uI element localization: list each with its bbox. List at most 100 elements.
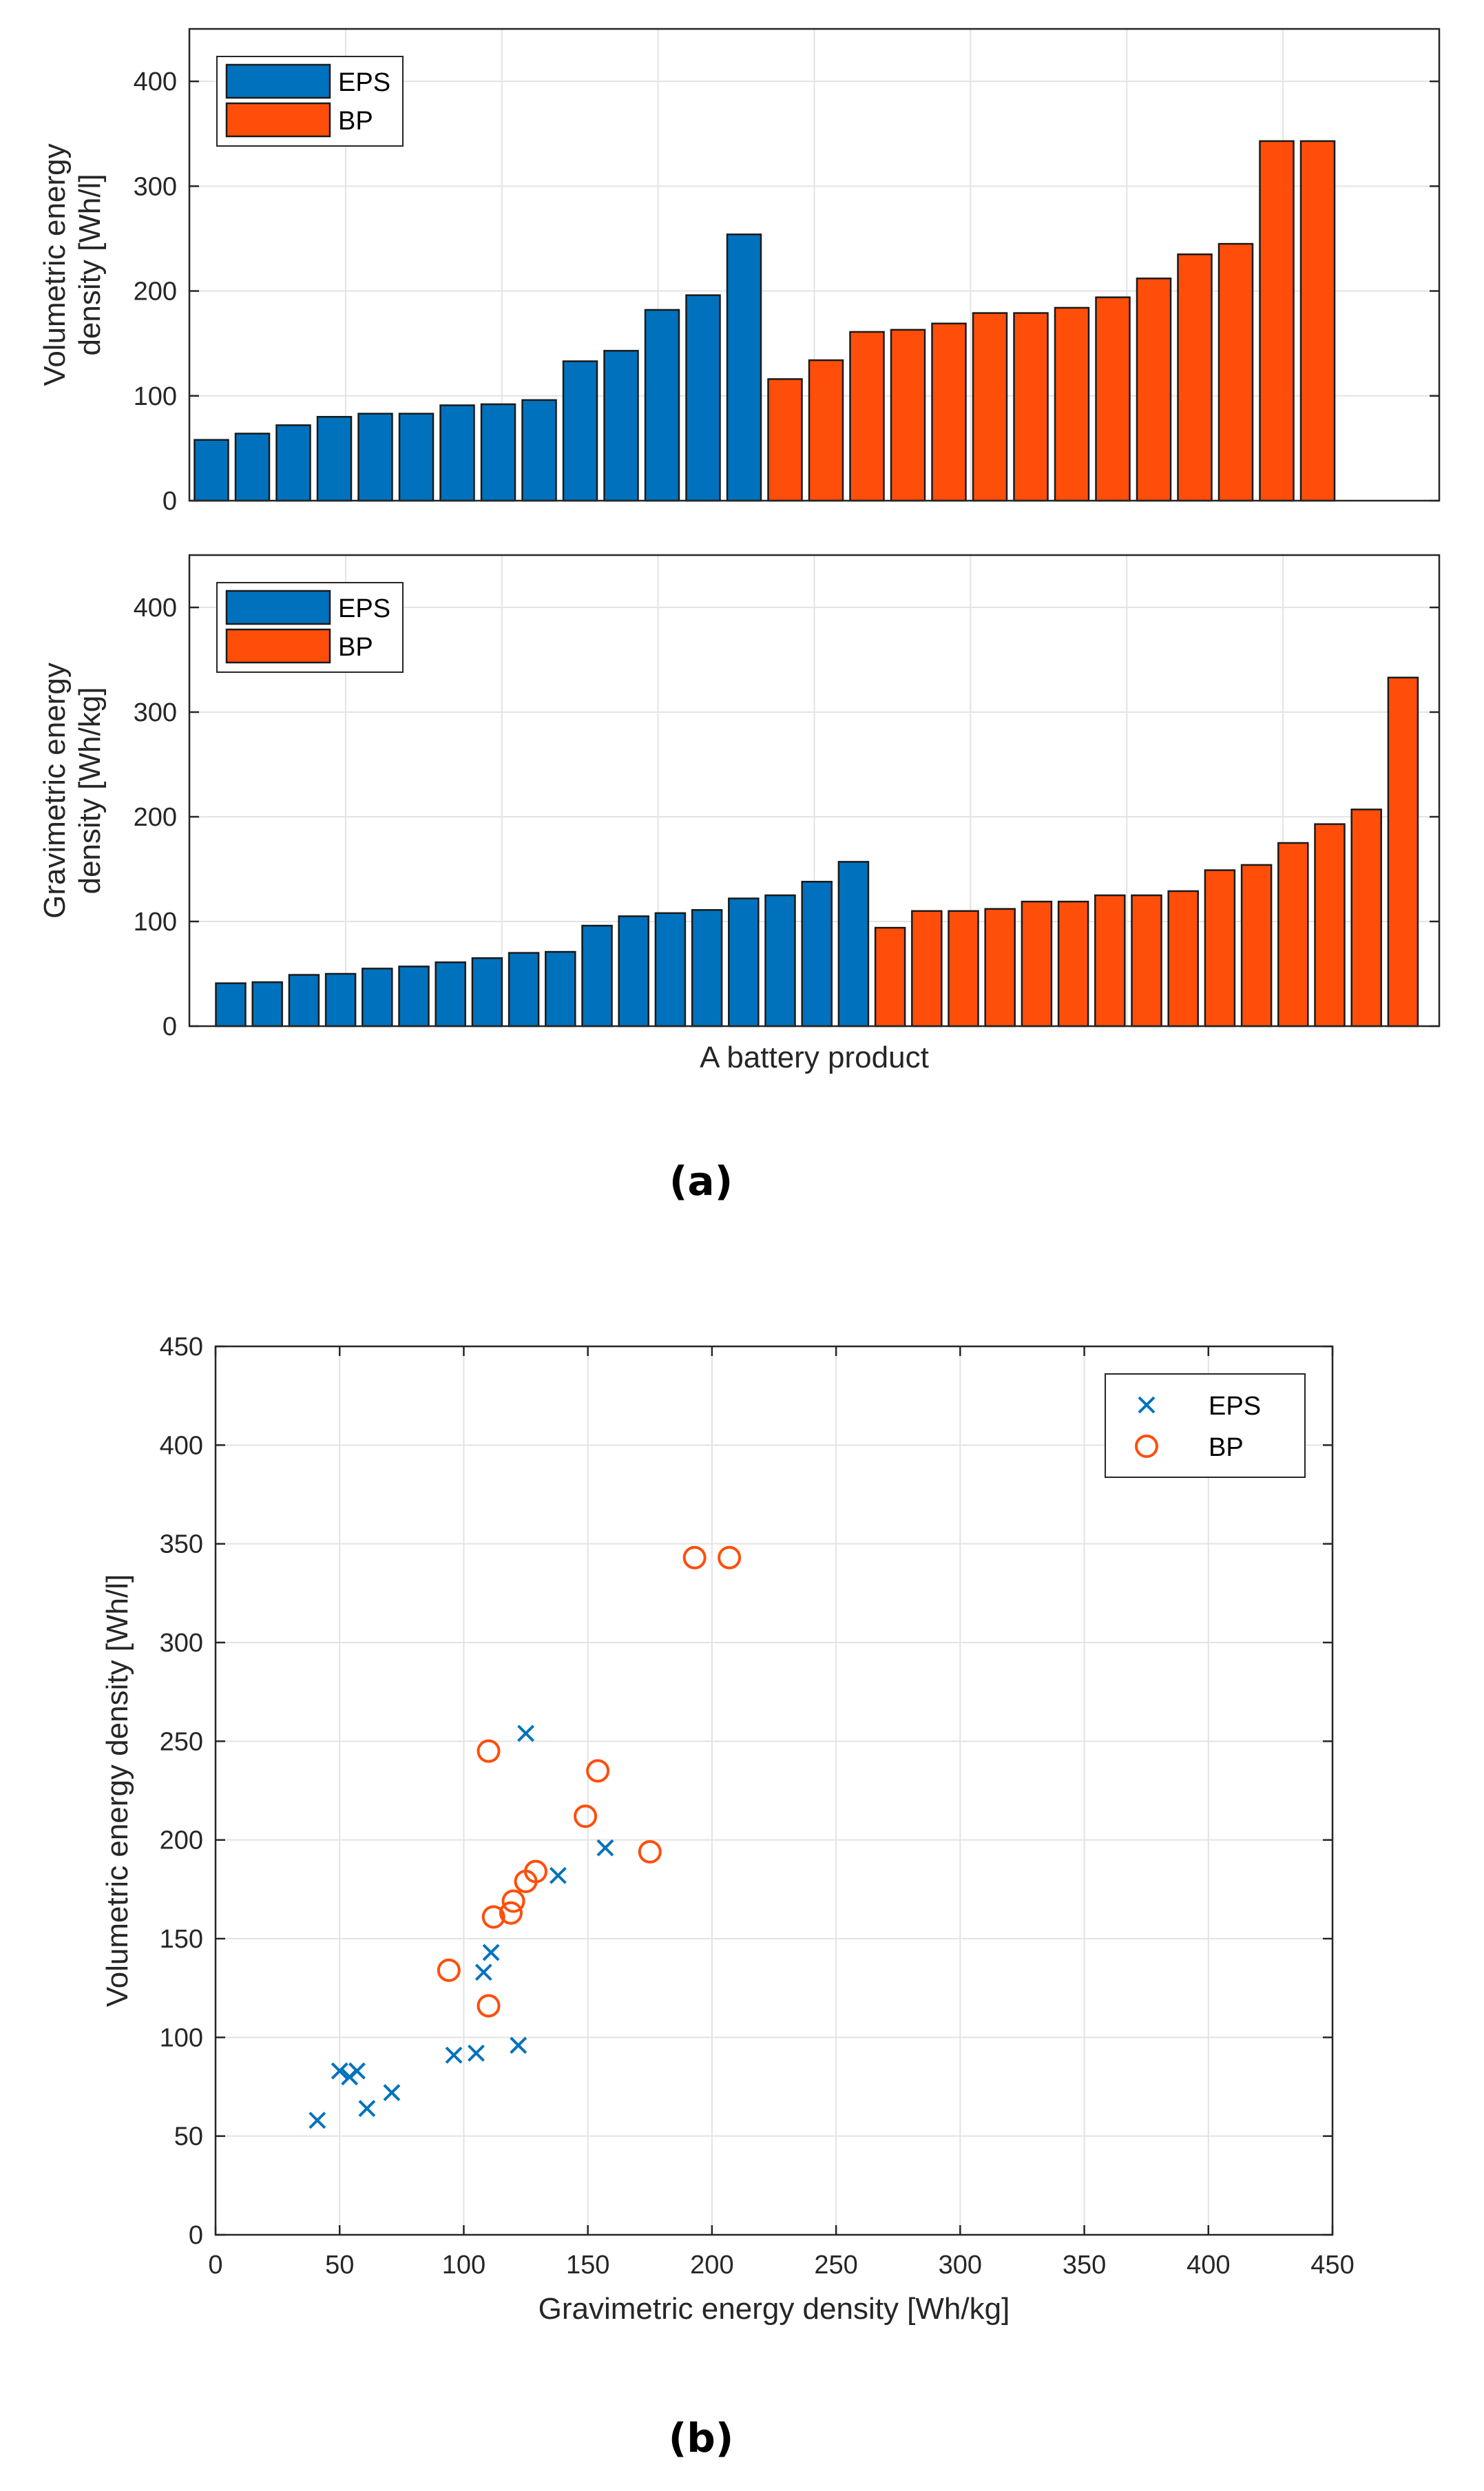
eps-point-stroke bbox=[348, 2062, 366, 2080]
bp-bar bbox=[1094, 894, 1126, 1028]
bp-bar bbox=[1240, 864, 1273, 1028]
eps-legend-stroke bbox=[1138, 1396, 1156, 1414]
scatter-chart: 0 50 100 150 200 250 300 350 400 450 0 50 100 150 200 2… bbox=[101, 1333, 1355, 2326]
bp-bar bbox=[1259, 140, 1295, 502]
bp-point bbox=[437, 1958, 461, 1982]
bp-point bbox=[586, 1759, 610, 1783]
x-axis-label: A battery product bbox=[700, 1041, 929, 1074]
eps-legend-swatch bbox=[225, 63, 331, 99]
bp-bar bbox=[1277, 842, 1309, 1028]
eps-point-stroke bbox=[468, 2044, 485, 2062]
eps-bar bbox=[685, 294, 721, 502]
eps-bar bbox=[603, 350, 639, 502]
y-tick-label: 0 bbox=[189, 2221, 203, 2250]
caption-b: (b) bbox=[669, 2415, 734, 2461]
y-tick-label: 50 bbox=[174, 2123, 203, 2151]
y-tick-label: 400 bbox=[134, 594, 177, 623]
bp-bar bbox=[911, 910, 943, 1028]
eps-bar bbox=[234, 432, 271, 502]
x-tick-label: 300 bbox=[939, 2251, 982, 2280]
bp-bar bbox=[849, 331, 885, 502]
eps-point bbox=[474, 1963, 492, 1981]
eps-point-stroke bbox=[358, 2100, 376, 2117]
y-axis-label: Volumetric energy density [Wh/l] bbox=[101, 1574, 134, 2007]
bp-point bbox=[501, 1889, 525, 1913]
eps-bar bbox=[357, 413, 393, 502]
bp-bar bbox=[1095, 296, 1131, 502]
axes-frame bbox=[188, 554, 1441, 1028]
bp-point bbox=[477, 1739, 501, 1763]
eps-bar bbox=[439, 404, 475, 502]
y-axis-label: density [Wh/l] bbox=[73, 174, 107, 355]
bp-legend-label: BP bbox=[338, 107, 373, 136]
caption-a: (a) bbox=[669, 1158, 733, 1205]
y-tick-label: 300 bbox=[134, 172, 177, 201]
eps-point bbox=[517, 1724, 534, 1742]
y-tick-label: 200 bbox=[134, 803, 177, 832]
bp-point bbox=[477, 1994, 501, 2018]
eps-bar bbox=[435, 961, 466, 1028]
y-tick-label: 0 bbox=[163, 487, 177, 516]
bp-bar bbox=[1217, 242, 1254, 502]
y-tick-label: 200 bbox=[134, 278, 177, 306]
x-tick-label: 450 bbox=[1310, 2251, 1354, 2280]
eps-point bbox=[383, 2084, 401, 2102]
eps-bar bbox=[480, 403, 516, 502]
eps-legend-label: EPS bbox=[1209, 1392, 1261, 1421]
y-tick-label: 350 bbox=[160, 1530, 203, 1559]
eps-point-stroke bbox=[510, 2036, 527, 2054]
bp-bar bbox=[1350, 809, 1382, 1028]
bp-bar bbox=[808, 359, 844, 502]
eps-point bbox=[468, 2044, 485, 2062]
eps-bar bbox=[691, 909, 723, 1028]
eps-point-stroke bbox=[309, 2112, 326, 2129]
bp-bar bbox=[1299, 140, 1336, 502]
eps-bar bbox=[521, 399, 557, 502]
bp-bar bbox=[1314, 823, 1346, 1028]
y-tick-label: 200 bbox=[160, 1826, 203, 1855]
y-tick-label: 400 bbox=[134, 67, 177, 96]
eps-bar bbox=[362, 968, 393, 1028]
y-tick-label: 0 bbox=[163, 1012, 177, 1041]
y-tick-label: 100 bbox=[134, 908, 177, 937]
x-tick-label: 200 bbox=[690, 2251, 733, 2280]
eps-bar bbox=[644, 309, 680, 502]
bp-point bbox=[523, 1859, 547, 1884]
eps-bar bbox=[215, 982, 247, 1028]
bp-point bbox=[481, 1905, 505, 1929]
eps-legend-swatch bbox=[225, 590, 331, 625]
y-tick-label: 150 bbox=[160, 1925, 203, 1954]
y-axis-label: density [Wh/kg] bbox=[73, 687, 107, 895]
eps-bar bbox=[728, 897, 760, 1028]
gravimetric-bar-chart: 0 100 200 300 400 Gravimetric energy density [… bbox=[38, 554, 1441, 1074]
bp-bar bbox=[1054, 306, 1090, 502]
eps-point bbox=[331, 2062, 348, 2080]
bp-bar bbox=[1136, 278, 1172, 502]
eps-point-stroke bbox=[331, 2062, 348, 2080]
legend-box bbox=[1105, 1373, 1306, 1478]
bp-legend-label: BP bbox=[338, 633, 373, 662]
bp-bar bbox=[931, 322, 967, 502]
eps-point-stroke bbox=[517, 1724, 534, 1742]
eps-legend-label: EPS bbox=[338, 594, 390, 623]
eps-bar bbox=[764, 894, 796, 1028]
eps-point-stroke bbox=[596, 1839, 614, 1857]
eps-bar bbox=[508, 952, 540, 1028]
bp-legend-swatch bbox=[225, 102, 331, 138]
eps-point bbox=[358, 2100, 376, 2117]
eps-point bbox=[596, 1839, 614, 1857]
eps-bar bbox=[398, 413, 435, 502]
axes-frame bbox=[188, 28, 1441, 502]
bp-point bbox=[638, 1839, 662, 1864]
eps-bar bbox=[194, 439, 229, 502]
eps-bar bbox=[251, 981, 283, 1028]
eps-bar bbox=[581, 924, 613, 1028]
bp-point bbox=[718, 1545, 742, 1570]
bp-legend-marker bbox=[1135, 1435, 1158, 1458]
bp-bar bbox=[890, 329, 926, 502]
bp-bar bbox=[948, 910, 979, 1028]
eps-bar bbox=[545, 950, 576, 1028]
bp-bar bbox=[1387, 676, 1419, 1028]
bp-bar bbox=[1177, 253, 1213, 502]
y-axis-label: Volumetric energy bbox=[38, 143, 72, 386]
